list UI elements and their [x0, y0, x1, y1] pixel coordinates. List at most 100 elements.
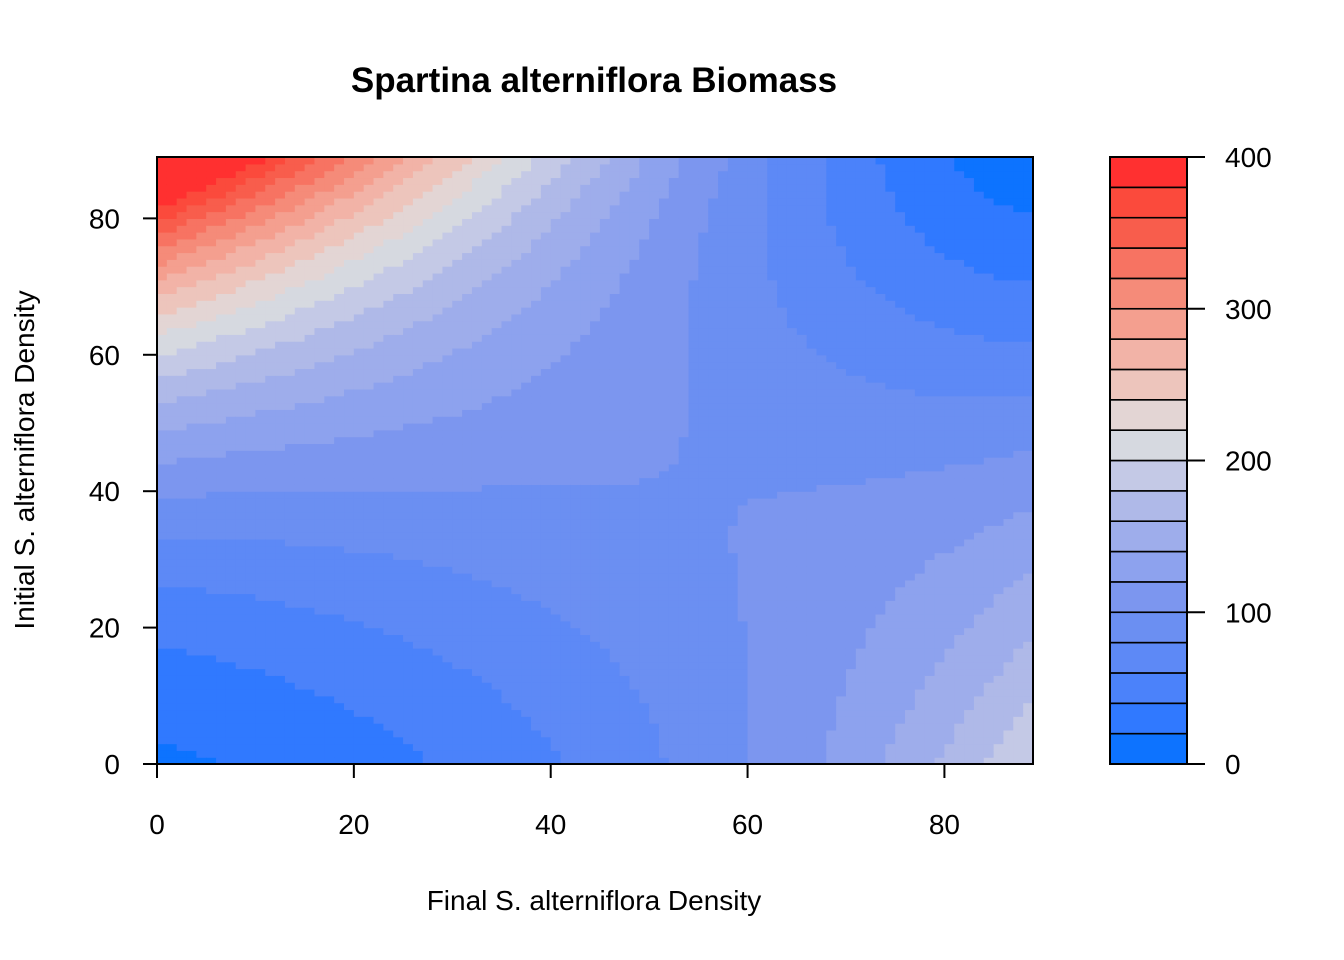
- contour-cell: [157, 518, 168, 526]
- contour-cell: [373, 402, 384, 410]
- contour-cell: [521, 238, 532, 247]
- contour-cell: [442, 361, 453, 370]
- contour-cell: [206, 225, 217, 233]
- contour-cell: [403, 545, 414, 554]
- contour-cell: [344, 361, 355, 370]
- contour-cell: [432, 204, 444, 213]
- contour-cell: [275, 313, 286, 322]
- contour-cell: [324, 197, 335, 206]
- contour-cell: [560, 443, 571, 451]
- contour-cell: [284, 259, 296, 267]
- contour-cell: [619, 750, 631, 758]
- contour-cell: [471, 286, 483, 294]
- contour-cell: [658, 736, 670, 745]
- contour-cell: [284, 232, 296, 240]
- contour-cell: [590, 518, 601, 526]
- contour-cell: [235, 232, 247, 240]
- contour-cell: [540, 498, 552, 506]
- contour-cell: [521, 218, 532, 226]
- contour-cell: [629, 518, 640, 526]
- contour-cell: [511, 197, 522, 206]
- contour-cell: [353, 491, 365, 499]
- contour-cell: [294, 709, 306, 717]
- contour-cell: [314, 538, 325, 547]
- contour-cell: [186, 163, 197, 172]
- contour-cell: [245, 388, 257, 397]
- contour-cell: [166, 498, 178, 506]
- contour-cell: [432, 552, 444, 560]
- contour-cell: [216, 388, 227, 397]
- contour-cell: [324, 518, 335, 526]
- contour-cell: [166, 313, 178, 322]
- contour-cell: [235, 634, 247, 642]
- contour-cell: [245, 579, 257, 588]
- contour-cell: [599, 170, 611, 179]
- contour-cell: [284, 327, 296, 335]
- contour-cell: [265, 702, 276, 711]
- contour-cell: [540, 545, 552, 554]
- contour-cell: [216, 163, 227, 172]
- contour-cell: [344, 354, 355, 363]
- contour-cell: [334, 477, 345, 485]
- contour-cell: [304, 675, 316, 683]
- contour-cell: [462, 743, 473, 751]
- contour-cell: [314, 525, 325, 533]
- contour-cell: [668, 286, 680, 294]
- contour-cell: [324, 272, 335, 281]
- contour-cell: [481, 566, 493, 574]
- contour-cell: [284, 429, 296, 438]
- contour-cell: [619, 347, 631, 356]
- contour-cell: [324, 368, 335, 376]
- contour-cell: [678, 729, 690, 738]
- contour-cell: [639, 443, 650, 451]
- contour-cell: [560, 716, 571, 724]
- contour-cell: [393, 361, 404, 370]
- contour-cell: [619, 716, 631, 724]
- contour-cell: [570, 272, 581, 281]
- contour-cell: [550, 422, 562, 431]
- contour-cell: [658, 245, 670, 254]
- contour-cell: [540, 648, 552, 656]
- contour-cell: [442, 163, 453, 172]
- contour-cell: [629, 463, 640, 472]
- contour-cell: [324, 682, 335, 690]
- contour-cell: [235, 218, 247, 226]
- contour-cell: [265, 327, 276, 335]
- contour-cell: [275, 259, 286, 267]
- contour-cell: [265, 532, 276, 540]
- contour-cell: [540, 579, 552, 588]
- contour-cell: [324, 293, 335, 301]
- contour-cell: [393, 450, 404, 458]
- contour-cell: [363, 422, 375, 431]
- contour-cell: [196, 613, 207, 622]
- contour-cell: [550, 498, 562, 506]
- contour-cell: [452, 470, 463, 479]
- contour-cell: [383, 204, 394, 213]
- contour-cell: [393, 375, 404, 383]
- contour-cell: [590, 266, 601, 274]
- contour-cell: [609, 593, 621, 601]
- contour-cell: [511, 627, 522, 636]
- contour-cell: [599, 252, 611, 260]
- contour-cell: [501, 279, 512, 288]
- contour-cell: [570, 368, 581, 376]
- contour-cell: [521, 525, 532, 533]
- contour-cell: [452, 504, 463, 513]
- contour-cell: [531, 191, 542, 199]
- contour-cell: [462, 750, 473, 758]
- contour-cell: [501, 566, 512, 574]
- contour-cell: [432, 511, 444, 520]
- contour-cell: [658, 648, 670, 656]
- contour-cell: [649, 416, 660, 424]
- contour-cell: [501, 443, 512, 451]
- contour-cell: [580, 736, 591, 745]
- contour-cell: [580, 566, 591, 574]
- contour-cell: [383, 559, 394, 567]
- contour-cell: [334, 320, 345, 329]
- contour-cell: [206, 245, 217, 254]
- contour-cell: [491, 532, 503, 540]
- contour-cell: [363, 729, 375, 738]
- contour-cell: [590, 620, 601, 629]
- contour-cell: [471, 204, 483, 213]
- contour-cell: [186, 620, 197, 629]
